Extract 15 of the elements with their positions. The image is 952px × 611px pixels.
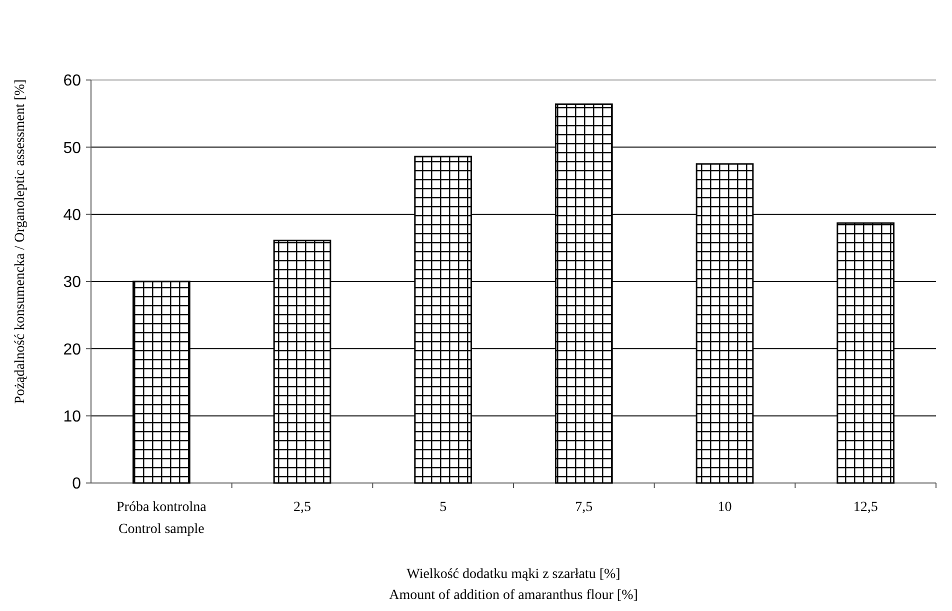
y-tick-label: 20 [63, 341, 82, 358]
y-tick-label: 60 [63, 72, 82, 90]
x-tick-label: Próba kontrolna Control sample [116, 500, 208, 537]
y-tick-label: 40 [63, 206, 82, 224]
x-tick-label: 7,5 [575, 500, 593, 515]
y-tick-label: 50 [63, 140, 82, 157]
x-tick-label: 2,5 [294, 500, 311, 515]
y-tick-label: 10 [63, 408, 82, 426]
y-tick-label: 0 [72, 476, 82, 493]
x-tick-label: 12,5 [853, 500, 878, 515]
x-tick-label: 5 [440, 500, 447, 515]
y-axis-title: Pożądalność konsumencka / Organoleptic assessment [%] [13, 79, 28, 404]
y-tick-label: 30 [63, 274, 82, 292]
x-tick-label: 10 [718, 500, 732, 515]
x-axis-title: Wielkość dodatku mąki z szarłatu [%] Amount of addition of amaranthus flour [%] [389, 567, 638, 603]
